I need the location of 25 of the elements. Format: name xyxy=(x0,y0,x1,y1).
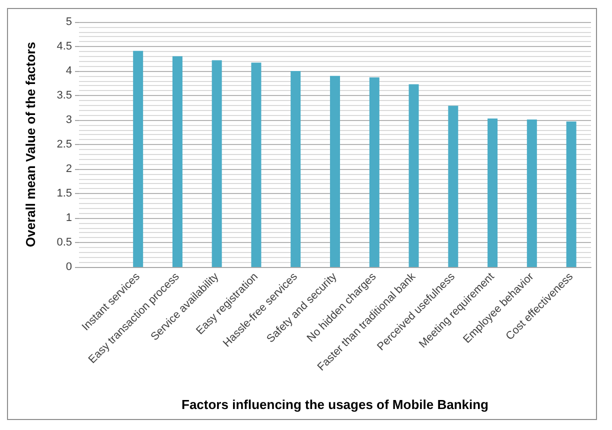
bar xyxy=(408,84,419,267)
y-tick-label: 2.5 xyxy=(56,138,72,150)
y-tick-label: 0.5 xyxy=(56,236,72,248)
bar xyxy=(290,71,301,267)
bar xyxy=(448,106,458,267)
bar xyxy=(526,120,537,267)
y-tick-label: 4 xyxy=(66,65,72,77)
y-tick-label: 5 xyxy=(66,16,72,28)
y-tick-label: 3 xyxy=(66,114,72,126)
bar xyxy=(133,50,144,267)
y-axis-title: Overall mean Value of the factors xyxy=(23,42,38,248)
bar xyxy=(212,60,222,267)
bar xyxy=(172,56,182,267)
bar xyxy=(330,76,340,267)
y-tick-label: 1 xyxy=(66,212,72,224)
bar xyxy=(369,77,380,267)
y-tick-label: 1.5 xyxy=(56,188,72,200)
x-axis-title: Factors influencing the usages of Mobile Banking xyxy=(182,397,489,412)
bar xyxy=(566,121,576,267)
y-tick-label: 4.5 xyxy=(56,40,72,52)
bar xyxy=(251,62,262,267)
y-tick-label: 3.5 xyxy=(56,90,72,102)
y-tick-label: 2 xyxy=(66,163,72,175)
bar xyxy=(488,118,498,267)
y-tick-label: 0 xyxy=(66,261,72,273)
